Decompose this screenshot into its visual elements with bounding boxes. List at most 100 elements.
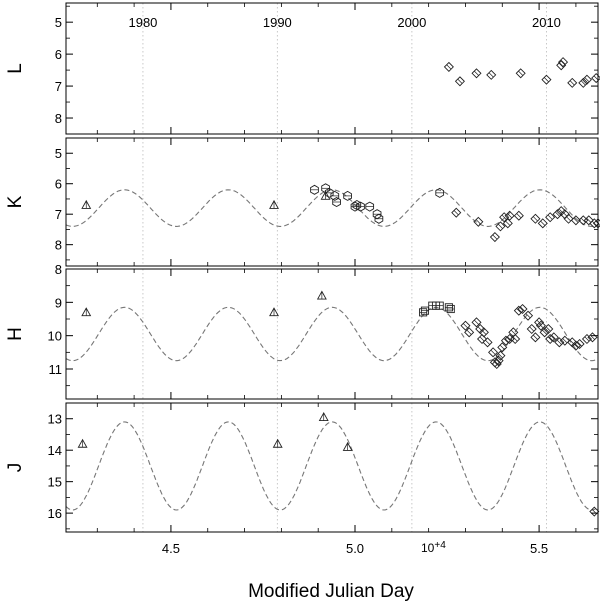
model-curve-J [65,421,598,511]
point-H-diamond-13 [500,335,511,346]
point-K-hexagon-8 [356,201,365,212]
year-label-2010: 2010 [532,15,561,30]
point-H-diamond-23-inner [538,323,544,329]
point-K-diamond-7 [513,210,524,221]
point-H-diamond-20 [526,323,537,335]
point-L-diamond-2-inner [474,70,479,76]
point-H-diamond-26-inner [547,336,553,342]
point-H-diamond-28 [554,337,565,348]
point-K-hexagon-12 [435,187,445,198]
point-L-diamond-1-inner [457,78,463,84]
point-H-diamond-11-inner [497,353,503,359]
point-H-diamond-18-inner [520,306,525,312]
point-K-diamond-2-inner [492,234,498,240]
point-K-diamond-6-inner [507,213,513,219]
point-H-diamond-17-inner [516,308,522,314]
y-tick-label-K-5: 5 [55,146,62,161]
point-K-diamond-12-inner [558,208,564,214]
point-H-diamond-0 [460,320,471,331]
point-H-diamond-27-inner [551,334,557,340]
y-tick-label-H-8: 8 [55,262,62,277]
point-K-diamond-14 [563,213,574,224]
y-tick-label-H-9: 9 [55,295,62,310]
point-K-diamond-6 [504,210,515,221]
y-tick-label-J-13: 13 [48,412,62,427]
point-H-diamond-25 [543,323,554,335]
y-tick-label-J-14: 14 [48,443,62,458]
point-H-diamond-5 [478,327,489,338]
point-H-diamond-4-inner [479,336,485,342]
point-H-diamond-2 [471,317,482,328]
point-L-diamond-6 [556,60,567,71]
point-K-diamond-8 [530,213,541,224]
point-K-diamond-3 [495,221,506,232]
point-K-diamond-15-inner [573,217,579,223]
year-label-1980: 1980 [128,15,157,30]
panel-frame-H [65,268,599,400]
y-tick-label-K-6: 6 [55,177,62,192]
point-L-diamond-8 [567,77,578,88]
point-K-diamond-1-inner [475,219,481,225]
point-K-diamond-9-inner [540,220,546,226]
point-K-hexagon-2 [324,187,334,198]
point-L-diamond-9 [578,77,589,88]
y-tick-label-K-7: 7 [55,207,62,222]
point-H-diamond-23 [535,320,546,331]
y-tick-label-J-16: 16 [48,506,62,521]
point-K-diamond-10 [545,212,556,223]
y-tick-label-L-8: 8 [55,111,62,126]
point-L-diamond-7 [557,57,569,68]
point-K-diamond-0 [451,207,462,218]
point-L-diamond-8-inner [569,80,575,86]
point-K-diamond-3-inner [497,223,503,229]
point-K-diamond-17 [583,215,594,226]
point-L-diamond-0-inner [446,64,452,70]
panels-group: 5 6 7 8 L 5 6 7 8 K 8 9 10 11 H 13 14 15 16 J [5,2,600,533]
year-label-1990: 1990 [263,15,292,30]
point-H-diamond-32 [574,338,585,350]
point-L-diamond-4-inner [518,70,524,76]
point-H-diamond-31 [570,340,581,351]
band-label-H: H [5,327,26,341]
band-label-L: L [5,63,26,74]
point-H-diamond-16 [510,333,521,345]
point-K-diamond-9 [537,218,548,229]
point-K-diamond-18-inner [591,220,597,226]
point-K-diamond-11-inner [555,211,560,217]
x-tick-label-55000: 5.5 [530,541,548,556]
point-H-diamond-33-inner [584,336,590,342]
point-H-diamond-9 [491,358,502,370]
point-K-diamond-0-inner [453,210,459,216]
model-curve-K [65,189,598,227]
point-K-diamond-17-inner [586,217,592,223]
point-H-diamond-16-inner [512,336,518,342]
point-L-diamond-1 [454,76,465,87]
point-H-diamond-22 [534,317,545,328]
panel-frame-L [65,2,599,135]
band-label-J: J [5,463,26,473]
y-tick-label-L-6: 6 [55,47,62,62]
point-H-diamond-28-inner [556,339,562,345]
point-K-diamond-16-inner [580,217,586,223]
point-L-diamond-9-inner [580,80,586,86]
point-H-diamond-21-inner [532,334,538,340]
point-L-diamond-7-inner [560,59,566,65]
point-H-diamond-11 [495,350,506,361]
point-K-diamond-5-inner [505,220,511,226]
point-K-diamond-4-inner [501,214,507,220]
point-H-diamond-10-inner [496,358,502,364]
point-H-diamond-27 [548,332,559,343]
point-H-diamond-20-inner [529,326,535,332]
point-H-diamond-12-inner [499,344,505,350]
point-L-diamond-0 [443,61,454,72]
point-L-diamond-10 [581,74,592,85]
x-tick-label-50000: 5.0 [346,541,364,556]
panel-H: 8 9 10 11 H [5,262,599,400]
point-L-diamond-10-inner [584,77,590,83]
model-curve-H [65,306,598,362]
x-multiplier-exponent: +4 [434,540,446,551]
panel-frame-K [65,137,599,267]
point-H-diamond-7-inner [490,349,496,355]
point-H-diamond-15-inner [510,329,516,335]
y-tick-label-L-7: 7 [55,79,62,94]
